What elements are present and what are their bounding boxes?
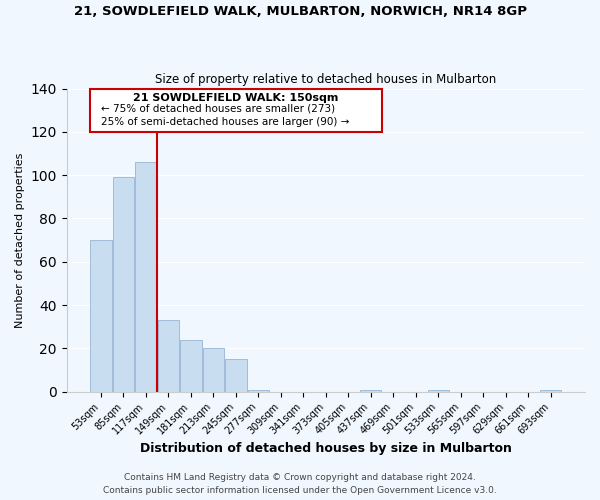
Bar <box>113 178 134 392</box>
Bar <box>428 390 449 392</box>
Bar <box>203 348 224 392</box>
Bar <box>180 340 202 392</box>
Y-axis label: Number of detached properties: Number of detached properties <box>15 152 25 328</box>
Bar <box>135 162 157 392</box>
FancyBboxPatch shape <box>89 88 382 132</box>
Bar <box>90 240 112 392</box>
Bar <box>225 359 247 392</box>
Text: 25% of semi-detached houses are larger (90) →: 25% of semi-detached houses are larger (… <box>101 116 349 126</box>
Text: ← 75% of detached houses are smaller (273): ← 75% of detached houses are smaller (27… <box>101 104 335 114</box>
Bar <box>540 390 562 392</box>
Text: 21 SOWDLEFIELD WALK: 150sqm: 21 SOWDLEFIELD WALK: 150sqm <box>133 93 338 103</box>
X-axis label: Distribution of detached houses by size in Mulbarton: Distribution of detached houses by size … <box>140 442 512 455</box>
Text: 21, SOWDLEFIELD WALK, MULBARTON, NORWICH, NR14 8GP: 21, SOWDLEFIELD WALK, MULBARTON, NORWICH… <box>74 5 527 18</box>
Title: Size of property relative to detached houses in Mulbarton: Size of property relative to detached ho… <box>155 73 496 86</box>
Bar <box>248 390 269 392</box>
Bar <box>158 320 179 392</box>
Text: Contains HM Land Registry data © Crown copyright and database right 2024.
Contai: Contains HM Land Registry data © Crown c… <box>103 474 497 495</box>
Bar <box>360 390 382 392</box>
